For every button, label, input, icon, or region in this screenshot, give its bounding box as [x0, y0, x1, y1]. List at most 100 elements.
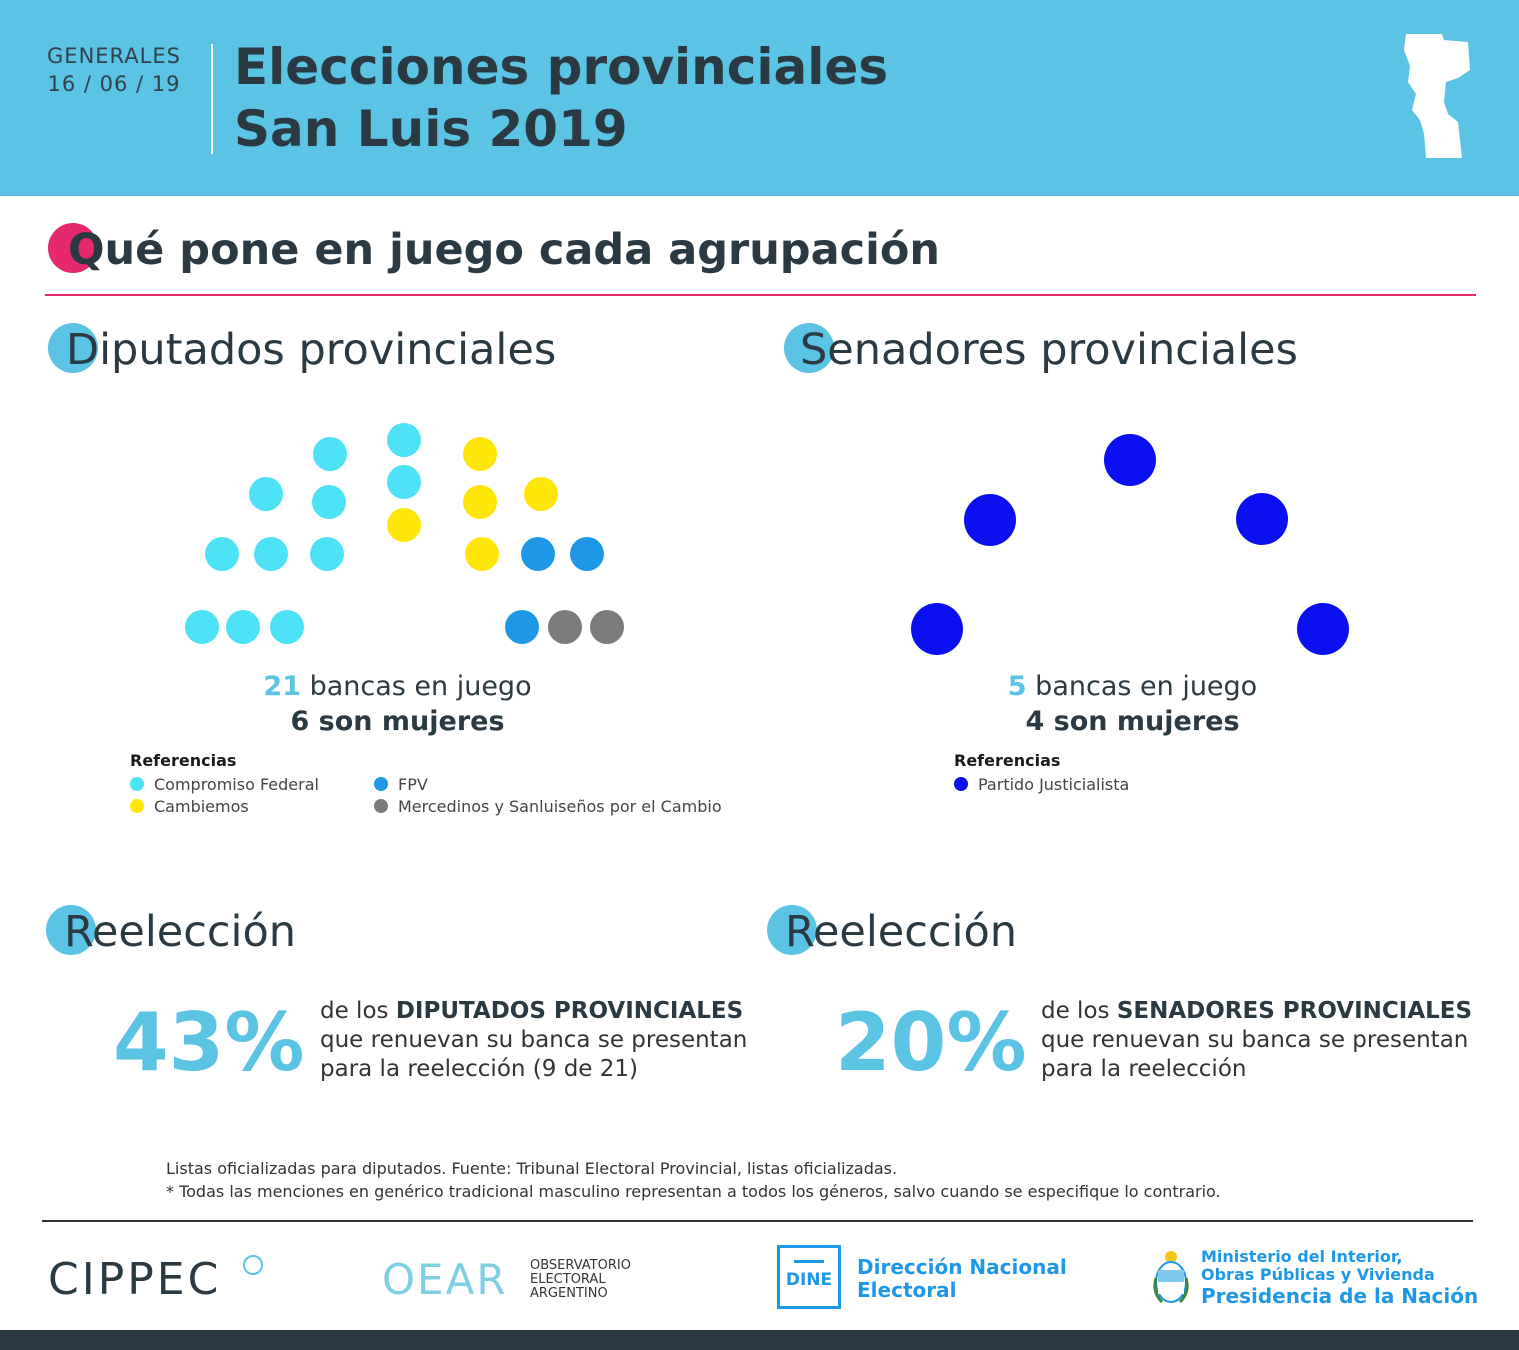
presidencia-line: Presidencia de la Nación	[1201, 1284, 1479, 1308]
diputados-seat	[590, 610, 624, 644]
text-prefix: de los	[1041, 998, 1117, 1024]
text-line: para la reelección (9 de 21)	[320, 1056, 639, 1082]
oear-line: ARGENTINO	[530, 1286, 608, 1301]
page-title: Elecciones provinciales San Luis 2019	[234, 36, 888, 160]
senadores-count-number: 5	[1007, 671, 1027, 702]
legend-label: Compromiso Federal	[154, 775, 319, 794]
diputados-seat	[521, 537, 555, 571]
diputados-seat	[387, 465, 421, 499]
cippec-mark-icon	[243, 1255, 263, 1275]
diputados-seat	[465, 537, 499, 571]
diputados-seat	[249, 477, 283, 511]
legend-item-partido-justicialista: Partido Justicialista	[954, 774, 1129, 796]
legend-item-compromiso-federal: Compromiso Federal	[130, 774, 319, 796]
diputados-seat	[387, 508, 421, 542]
diputados-count-text: bancas en juego	[300, 671, 532, 702]
footnote-gender: * Todas las menciones en genérico tradic…	[166, 1182, 1221, 1201]
page-title-line2: San Luis 2019	[234, 100, 628, 158]
reeleccion-senadores-percent: 20%	[835, 996, 1027, 1089]
diputados-seat	[313, 437, 347, 471]
diputados-seat	[505, 610, 539, 644]
legend-label: FPV	[398, 775, 428, 794]
legend-dot	[130, 777, 144, 791]
reeleccion-diputados-percent: 43%	[113, 996, 305, 1089]
dine-logo-text: Dirección Nacional Electoral	[857, 1256, 1067, 1302]
ministerio-line: Obras Públicas y Vivienda	[1201, 1265, 1435, 1284]
cippec-logo: CIPPEC	[48, 1255, 221, 1305]
san-luis-map-icon	[1404, 34, 1470, 158]
diputados-count-number: 21	[263, 671, 301, 702]
diputados-seat	[463, 437, 497, 471]
legend-label: Partido Justicialista	[978, 775, 1130, 794]
senadores-legend-title: Referencias	[954, 751, 1061, 770]
senadores-seat	[1104, 434, 1156, 486]
senadores-bullet	[784, 323, 834, 373]
legend-dot	[130, 799, 144, 813]
senadores-count-text: bancas en juego	[1026, 671, 1258, 702]
footnote-source: Listas oficializadas para diputados. Fue…	[166, 1159, 898, 1178]
dine-line: Dirección Nacional	[857, 1255, 1067, 1279]
header-banner	[0, 0, 1519, 196]
senadores-seat	[911, 603, 963, 655]
diputados-seat	[185, 610, 219, 644]
title-underline	[45, 294, 1476, 296]
ministerio-logo-text: Ministerio del Interior, Obras Públicas …	[1201, 1247, 1479, 1309]
reeleccion-senadores-text: de los SENADORES PROVINCIALES que renuev…	[1041, 997, 1472, 1084]
argentina-coat-of-arms-icon	[1153, 1251, 1189, 1304]
diputados-seat-chart	[180, 420, 640, 650]
text-emphasis: DIPUTADOS PROVINCIALES	[395, 998, 744, 1024]
dine-logo-icon: DINE	[777, 1245, 841, 1309]
page-title-line1: Elecciones provinciales	[234, 38, 889, 96]
footer-divider	[42, 1220, 1473, 1222]
oear-logo-mark: OEAR	[382, 1255, 508, 1304]
senadores-title: Senadores provinciales	[800, 325, 1298, 375]
legend-dot	[374, 777, 388, 791]
senadores-count: 5 bancas en juego	[935, 670, 1330, 704]
title-bullet	[48, 223, 98, 273]
diputados-seat	[270, 610, 304, 644]
diputados-seat	[310, 537, 344, 571]
dine-logo-mark: DINE	[785, 1270, 833, 1290]
legend-dot	[954, 777, 968, 791]
diputados-count: 21 bancas en juego	[200, 670, 595, 704]
diputados-title: Diputados provinciales	[66, 325, 557, 375]
diputados-seat	[570, 537, 604, 571]
diputados-women: 6 son mujeres	[290, 706, 505, 737]
senadores-women: 4 son mujeres	[1025, 706, 1240, 737]
diputados-seat	[254, 537, 288, 571]
legend-dot	[374, 799, 388, 813]
oear-line: OBSERVATORIO	[530, 1258, 631, 1273]
legend-item-cambiemos: Cambiemos	[130, 796, 249, 818]
diputados-seat	[312, 485, 346, 519]
senadores-seat	[964, 494, 1016, 546]
reeleccion-diputados-title: Reelección	[64, 907, 297, 957]
election-label: GENERALES	[47, 44, 181, 68]
section-title: Qué pone en juego cada agrupación	[68, 225, 940, 275]
legend-item-fpv: FPV	[374, 774, 428, 796]
diputados-seat	[524, 477, 558, 511]
text-line: para la reelección	[1041, 1056, 1247, 1082]
dine-line: Electoral	[857, 1278, 957, 1302]
diputados-seat	[548, 610, 582, 644]
legend-label: Cambiemos	[154, 797, 249, 816]
text-prefix: de los	[320, 998, 396, 1024]
cippec-logo-text: CIPPEC	[48, 1254, 222, 1305]
election-type: GENERALES 16 / 06 / 19	[40, 42, 188, 98]
ministerio-line: Ministerio del Interior,	[1201, 1247, 1403, 1266]
reeleccion-senadores-title: Reelección	[785, 907, 1018, 957]
oear-logo-text: OBSERVATORIO ELECTORAL ARGENTINO	[530, 1259, 631, 1301]
senadores-seat-chart	[900, 420, 1360, 660]
diputados-seat	[463, 485, 497, 519]
text-line: que renuevan su banca se presentan	[1041, 1027, 1469, 1053]
reeleccion-diputados-bullet	[46, 905, 96, 955]
header-divider	[211, 44, 213, 154]
footnotes: Listas oficializadas para diputados. Fue…	[166, 1157, 1221, 1203]
reeleccion-diputados-text: de los DIPUTADOS PROVINCIALES que renuev…	[320, 997, 747, 1084]
senadores-seat	[1236, 493, 1288, 545]
diputados-seat	[205, 537, 239, 571]
legend-item-mercedinos: Mercedinos y Sanluiseños por el Cambio	[374, 796, 722, 818]
diputados-bullet	[48, 323, 98, 373]
footer-bar	[0, 1330, 1519, 1350]
diputados-seat	[387, 423, 421, 457]
senadores-seat	[1297, 603, 1349, 655]
